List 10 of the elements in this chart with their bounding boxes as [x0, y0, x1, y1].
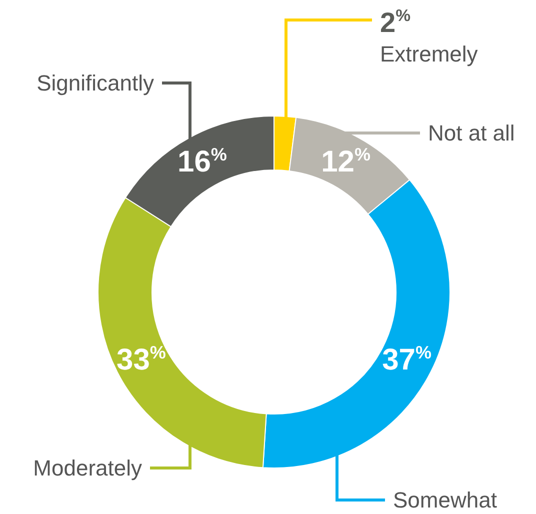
slice-label: Moderately: [33, 456, 142, 480]
data-label: 12$^{%}$: [321, 144, 370, 178]
data-label: 2$^{%}$: [380, 6, 411, 38]
slice-label: Significantly: [36, 70, 154, 96]
slice-label: Not at all: [428, 120, 515, 146]
slice-label: Somewhat: [393, 488, 497, 512]
data-label: 16$^{%}$: [178, 144, 227, 178]
data-label: 33$^{%}$: [116, 342, 166, 376]
data-label: 37$^{%}$: [382, 342, 432, 376]
slice-label: Extremely: [380, 42, 478, 66]
